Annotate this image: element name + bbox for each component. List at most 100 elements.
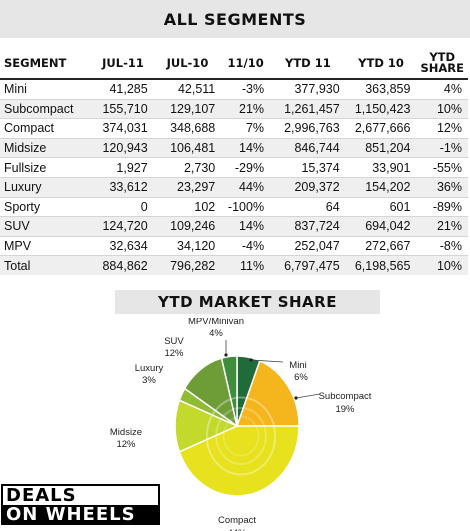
cell-ytd-11: 2,996,763 xyxy=(270,118,346,139)
leader-line-subcompact xyxy=(295,393,321,399)
cell-11-10: 14% xyxy=(221,138,271,159)
pie-slices xyxy=(174,355,300,497)
cell-ytd-share: 10% xyxy=(416,99,468,120)
segment-name-cell: Luxury xyxy=(0,177,93,198)
pie-slice-subcompact xyxy=(235,359,300,427)
cell-jul-11: 0 xyxy=(92,197,154,218)
cell-11-10: 21% xyxy=(221,99,271,120)
cell-11-10: 11% xyxy=(221,255,271,275)
slice-label-luxury: Luxury xyxy=(135,363,164,374)
cell-ytd-10: 363,859 xyxy=(345,79,417,100)
column-header-segment: SEGMENT xyxy=(0,48,93,80)
cell-ytd-11: 209,372 xyxy=(270,177,346,198)
cell-ytd-share: 12% xyxy=(416,118,468,139)
cell-jul-11: 124,720 xyxy=(92,216,154,237)
cell-11-10: -3% xyxy=(221,79,271,100)
column-header-ytd-10: YTD 10 xyxy=(345,48,417,80)
cell-jul-10: 106,481 xyxy=(153,138,222,159)
segment-name-cell: Compact xyxy=(0,118,93,139)
slice-label-compact: Compact xyxy=(218,515,256,526)
slice-label-suv: SUV xyxy=(164,336,184,347)
segment-name-cell: Mini xyxy=(0,79,93,100)
segment-name-cell: Midsize xyxy=(0,138,93,159)
column-header-ytd-share: YTD SHARE xyxy=(416,48,468,80)
cell-11-10: -100% xyxy=(221,197,271,218)
table-row-fullsize: Fullsize 1,927 2,730 -29% 15,374 33,901 -55% xyxy=(0,157,468,178)
slice-label-mini: Mini xyxy=(289,360,306,371)
table-header: SEGMENT JUL-11 JUL-10 11/10 YTD 11 YTD 10 YTD S… xyxy=(0,48,468,80)
slice-value-compact: 44% xyxy=(227,528,247,531)
cell-jul-10: 2,730 xyxy=(153,157,222,178)
cell-jul-11: 41,285 xyxy=(92,79,154,100)
cell-11-10: 44% xyxy=(221,177,271,198)
table-row-total: Total 884,862 796,282 11% 6,797,475 6,198,565… xyxy=(0,255,468,275)
logo-line-1: DEALS xyxy=(6,485,77,506)
cell-jul-10: 23,297 xyxy=(153,177,222,198)
cell-jul-10: 796,282 xyxy=(153,255,222,275)
slice-label-midsize: Midsize xyxy=(110,427,142,438)
cell-ytd-10: 694,042 xyxy=(345,216,417,237)
segments-table: SEGMENT JUL-11 JUL-10 11/10 YTD 11 YTD 10 YTD S… xyxy=(0,48,468,275)
segment-name-cell: MPV xyxy=(0,236,93,257)
cell-jul-11: 1,927 xyxy=(92,157,154,178)
column-header-11-10: 11/10 xyxy=(221,48,271,80)
cell-jul-10: 348,688 xyxy=(153,118,222,139)
cell-ytd-11: 6,797,475 xyxy=(270,255,346,275)
cell-ytd-11: 252,047 xyxy=(270,236,346,257)
table-row-mini: Mini 41,285 42,511 -3% 377,930 363,859 4% xyxy=(0,79,468,100)
cell-ytd-11: 377,930 xyxy=(270,79,346,100)
table-row-compact: Compact 374,031 348,688 7% 2,996,763 2,677,66… xyxy=(0,118,468,139)
slice-label-mpv-minivan: MPV/Minivan xyxy=(188,318,244,327)
table-row-subcompact: Subcompact 155,710 129,107 21% 1,261,457 1,15… xyxy=(0,99,468,120)
segment-name-cell: Sporty xyxy=(0,197,93,218)
slice-label-subcompact: Subcompact xyxy=(319,391,372,402)
cell-ytd-share: 10% xyxy=(416,255,468,275)
section-title-all-segments: ALL SEGMENTS xyxy=(0,0,470,38)
cell-ytd-10: 33,901 xyxy=(345,157,417,178)
cell-ytd-10: 851,204 xyxy=(345,138,417,159)
slice-value-mpv-minivan: 4% xyxy=(209,328,223,339)
market-share-pie-chart: Mini6%Subcompact19%Compact44%Midsize12%L… xyxy=(110,318,372,531)
column-header-ytd-11: YTD 11 xyxy=(270,48,346,80)
cell-ytd-10: 1,150,423 xyxy=(345,99,417,120)
slice-value-subcompact: 19% xyxy=(335,404,355,415)
segment-name-cell: Subcompact xyxy=(0,99,93,120)
cell-jul-11: 155,710 xyxy=(92,99,154,120)
cell-ytd-share: -55% xyxy=(416,157,468,178)
table-row-midsize: Midsize 120,943 106,481 14% 846,744 851,204 -1… xyxy=(0,138,468,159)
leader-dot-subcompact xyxy=(294,396,298,400)
cell-11-10: 7% xyxy=(221,118,271,139)
cell-ytd-11: 837,724 xyxy=(270,216,346,237)
cell-jul-11: 32,634 xyxy=(92,236,154,257)
pie-highlight xyxy=(205,396,277,476)
cell-jul-11: 120,943 xyxy=(92,138,154,159)
table-body: Mini 41,285 42,511 -3% 377,930 363,859 4% Subco… xyxy=(0,79,468,275)
cell-ytd-10: 272,667 xyxy=(345,236,417,257)
segment-name-cell: Fullsize xyxy=(0,157,93,178)
cell-jul-11: 33,612 xyxy=(92,177,154,198)
chart-title: YTD MARKET SHARE xyxy=(115,290,380,314)
cell-jul-10: 34,120 xyxy=(153,236,222,257)
cell-11-10: -4% xyxy=(221,236,271,257)
pie-slice-mpv-minivan xyxy=(220,355,238,427)
cell-jul-11: 884,862 xyxy=(92,255,154,275)
cell-11-10: 14% xyxy=(221,216,271,237)
cell-ytd-share: -1% xyxy=(416,138,468,159)
leader-dot-mpv-minivan xyxy=(224,353,228,357)
cell-jul-10: 42,511 xyxy=(153,79,222,100)
slice-value-mini: 6% xyxy=(294,372,308,383)
leader-line-mini xyxy=(250,359,284,363)
cell-ytd-10: 601 xyxy=(345,197,417,218)
cell-ytd-10: 6,198,565 xyxy=(345,255,417,275)
cell-ytd-10: 2,677,666 xyxy=(345,118,417,139)
table-row-sporty: Sporty 0 102 -100% 64 601 -89% xyxy=(0,197,468,218)
segment-name-cell: SUV xyxy=(0,216,93,237)
cell-ytd-share: 36% xyxy=(416,177,468,198)
cell-ytd-share: 4% xyxy=(416,79,468,100)
column-header-jul-10: JUL-10 xyxy=(153,48,222,80)
cell-ytd-11: 15,374 xyxy=(270,157,346,178)
leader-dot-mini xyxy=(249,358,253,362)
cell-ytd-share: -89% xyxy=(416,197,468,218)
pie-sheen-ring xyxy=(222,415,260,457)
deals-on-wheels-logo: DEALS ON WHEELS xyxy=(1,484,160,525)
